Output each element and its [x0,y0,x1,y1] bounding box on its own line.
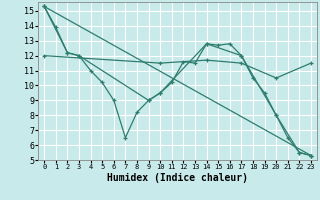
X-axis label: Humidex (Indice chaleur): Humidex (Indice chaleur) [107,173,248,183]
